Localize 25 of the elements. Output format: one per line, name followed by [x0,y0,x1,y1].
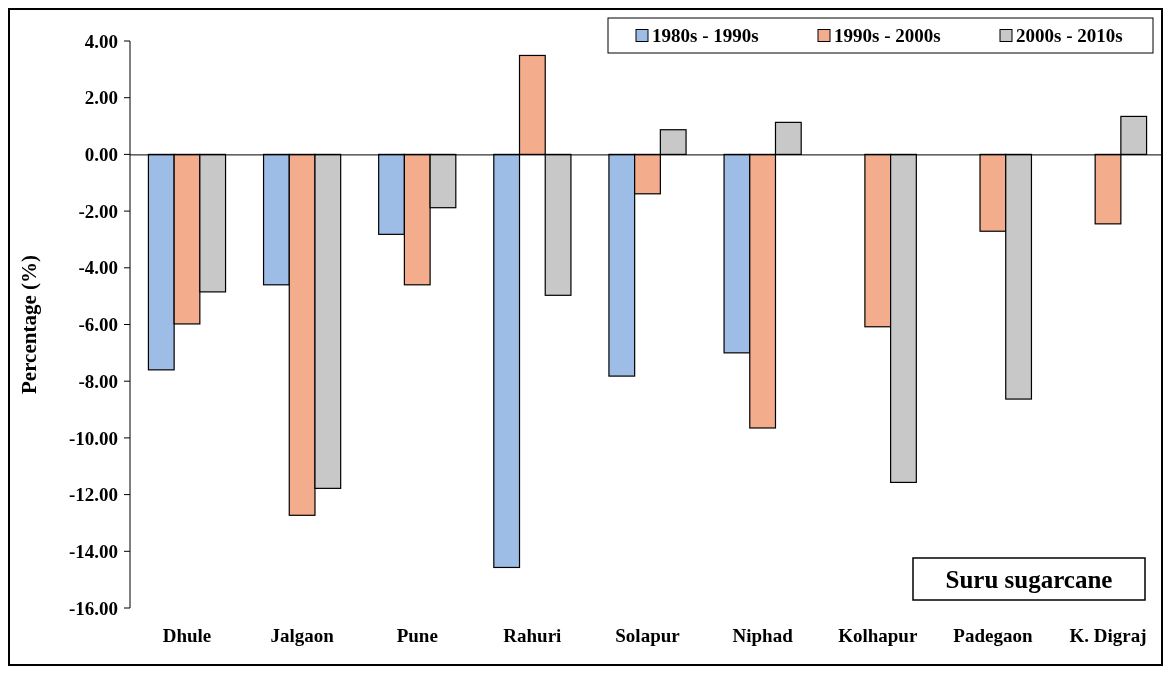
y-tick-label: 0.00 [84,144,118,166]
legend-label: 2000s - 2010s [1016,25,1123,47]
x-tick-label: K. Digraj [1069,625,1147,646]
x-tick-label: Padegaon [953,625,1033,646]
x-tick-label: Pune [396,625,438,646]
x-tick-label: Solapur [615,625,681,646]
x-tick-label: Dhule [162,625,212,646]
x-tick-label: Rahuri [503,625,562,646]
y-tick-label: -2.00 [78,200,118,222]
x-tick-label: Jalgaon [270,625,335,646]
x-tick-label: Niphad [732,625,794,646]
annotation: Suru sugarcane [945,565,1113,593]
y-tick-label: -12.00 [68,484,118,506]
y-tick-label: -16.00 [68,597,118,619]
y-tick-label: -8.00 [78,370,118,392]
legend-label: 1990s - 2000s [834,25,941,47]
y-tick-label: 4.00 [84,30,118,52]
y-tick-label: -4.00 [78,257,118,279]
y-axis-title: Percentage (%) [17,255,41,394]
y-tick-label: -6.00 [78,314,118,336]
y-tick-label: -14.00 [68,540,118,562]
legend-label: 1980s - 1990s [652,25,759,47]
y-tick-label: 2.00 [84,87,118,109]
x-tick-label: Kolhapur [838,625,918,646]
y-tick-label: -10.00 [68,427,118,449]
